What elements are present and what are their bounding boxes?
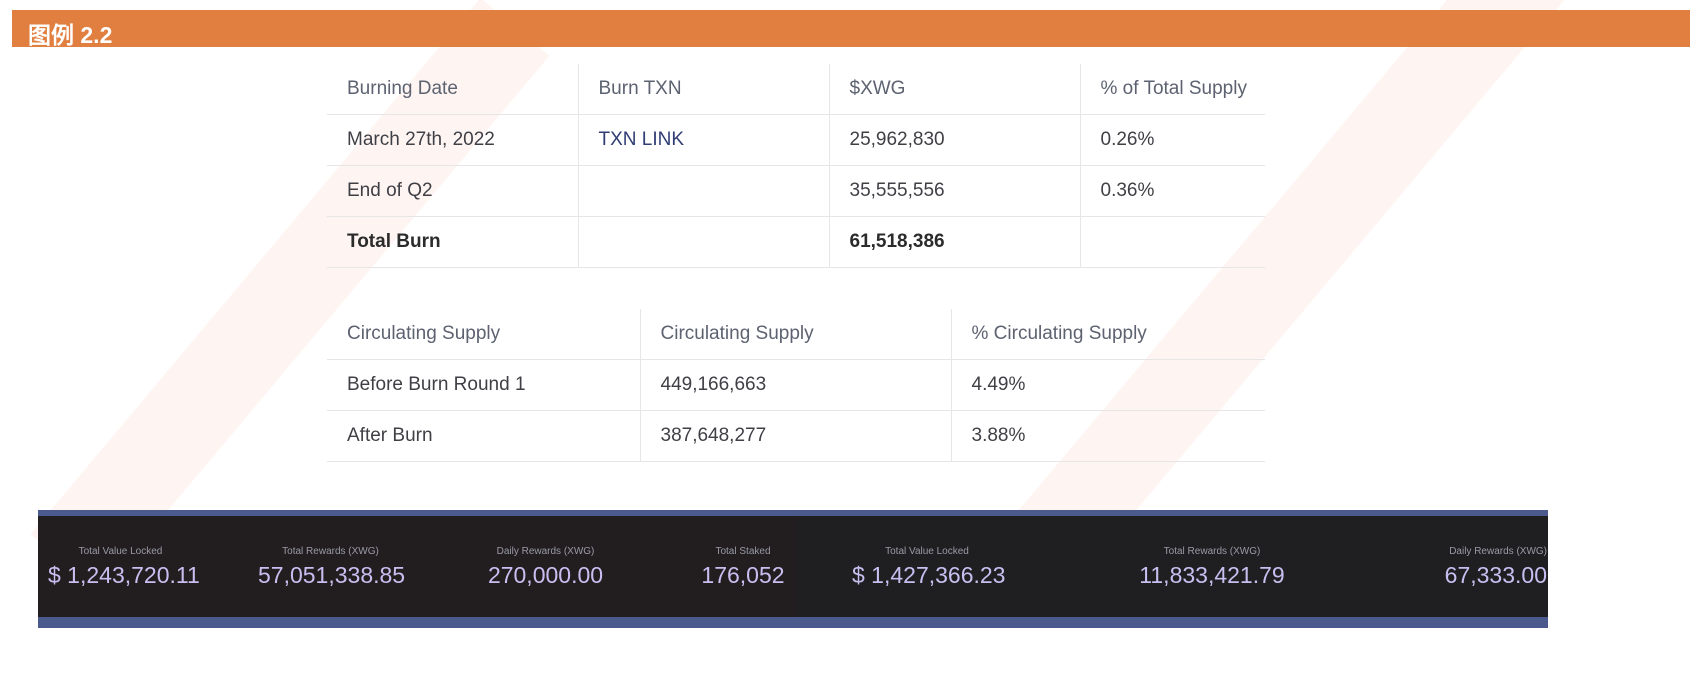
header-cell: Burn TXN (578, 64, 830, 115)
stat-daily-rewards: Daily Rewards (XWG) 270,000.00 (473, 516, 618, 589)
stat-total-rewards: Total Rewards (XWG) 57,051,338.85 (258, 516, 406, 589)
cell: 61,518,386 (829, 216, 1081, 268)
cell: 0.36% (1080, 165, 1265, 217)
table-row-total: Total Burn 61,518,386 (327, 216, 1265, 268)
supply-table: Circulating Supply Circulating Supply % … (327, 309, 1265, 462)
stat-label: Daily Rewards (XWG) (1449, 546, 1547, 557)
header-cell: Circulating Supply (327, 309, 641, 360)
stat-daily-rewards: Daily Rewards (XWG) 67,333.00 (1417, 516, 1547, 589)
header-cell: Burning Date (327, 64, 579, 115)
table-row: Before Burn Round 1 449,166,663 4.49% (327, 359, 1265, 411)
stat-value: 57,051,338.85 (258, 562, 406, 588)
header-cell: % Circulating Supply (951, 309, 1265, 360)
burn-table: Burning Date Burn TXN $XWG % of Total Su… (327, 64, 1265, 268)
cell (1080, 216, 1265, 268)
stat-total-rewards: Total Rewards (XWG) 11,833,421.79 (1137, 516, 1287, 589)
header-cell: Circulating Supply (640, 309, 952, 360)
cell: After Burn (327, 410, 641, 462)
staking-stats-banner: Total Value Locked $ 1,243,720.11 Total R… (38, 510, 1548, 628)
cell: 3.88% (951, 410, 1265, 462)
stat-value: 270,000.00 (487, 562, 604, 588)
cell: 449,166,663 (640, 359, 952, 411)
cell (578, 216, 830, 268)
header-cell: $XWG (829, 64, 1081, 115)
stat-label: Total Staked (715, 546, 771, 557)
table-row: End of Q2 35,555,556 0.36% (327, 165, 1265, 217)
cell: End of Q2 (327, 165, 579, 217)
stat-label: Total Value Locked (885, 546, 969, 557)
stat-total-staked: Total Staked 176,052 (688, 516, 798, 589)
stat-total-value-locked: Total Value Locked $ 1,427,366.23 (852, 516, 1006, 589)
txn-link[interactable]: TXN LINK (578, 114, 830, 166)
cell: 387,648,277 (640, 410, 952, 462)
table-row: After Burn 387,648,277 3.88% (327, 410, 1265, 462)
cell: 4.49% (951, 359, 1265, 411)
stat-value: $ 1,243,720.11 (48, 562, 200, 588)
table-header-row: Burning Date Burn TXN $XWG % of Total Su… (327, 64, 1265, 115)
stat-total-value-locked: Total Value Locked $ 1,243,720.11 (48, 516, 200, 589)
table-row: March 27th, 2022 TXN LINK 25,962,830 0.2… (327, 114, 1265, 166)
stat-value: 67,333.00 (1444, 562, 1547, 588)
cell: 0.26% (1080, 114, 1265, 166)
stat-label: Total Rewards (XWG) (282, 546, 379, 557)
cell: Total Burn (327, 216, 579, 268)
cell: 25,962,830 (829, 114, 1081, 166)
cell: March 27th, 2022 (327, 114, 579, 166)
stat-label: Total Value Locked (78, 546, 163, 557)
figure-header: 图例 2.2 (12, 10, 1690, 48)
table-header-row: Circulating Supply Circulating Supply % … (327, 309, 1265, 360)
stat-value: $ 1,427,366.23 (852, 562, 1006, 588)
cell: Before Burn Round 1 (327, 359, 641, 411)
stats-panel-left: Total Value Locked $ 1,243,720.11 Total R… (38, 516, 797, 617)
stat-value: 11,833,421.79 (1139, 562, 1285, 588)
figure-title: 图例 2.2 (28, 22, 113, 48)
stat-label: Daily Rewards (XWG) (496, 546, 595, 557)
stat-label: Total Rewards (XWG) (1163, 546, 1261, 557)
cell (578, 165, 830, 217)
header-cell: % of Total Supply (1080, 64, 1265, 115)
cell: 35,555,556 (829, 165, 1081, 217)
stat-value: 176,052 (701, 562, 785, 588)
stats-panel-right: Total Value Locked $ 1,427,366.23 Total R… (797, 516, 1548, 617)
